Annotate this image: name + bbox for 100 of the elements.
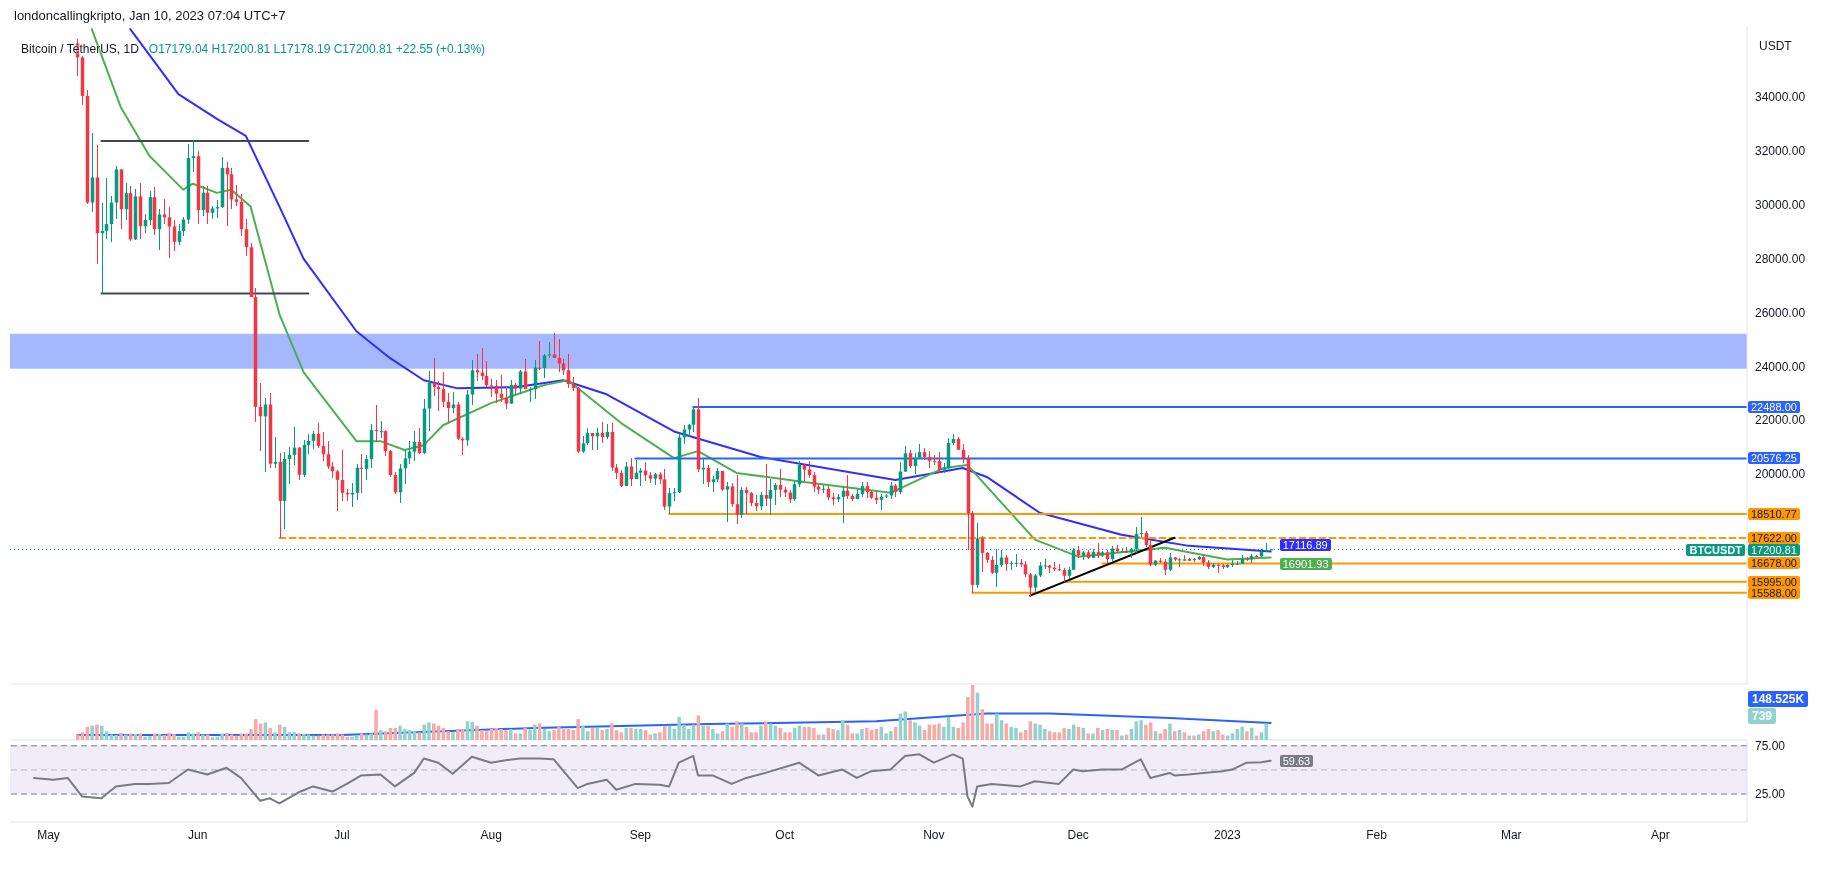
y-tick-label: 22000.00 [1755, 413, 1806, 428]
y-tick-label: 25.00 [1755, 787, 1786, 802]
bar [509, 729, 513, 740]
bar [1062, 727, 1066, 740]
bar [1086, 733, 1090, 740]
candlestick [167, 206, 172, 259]
x-tick-label: Aug [480, 827, 502, 842]
y-tick-label: 24000.00 [1755, 359, 1806, 374]
bar [754, 732, 758, 740]
bar [1197, 734, 1201, 740]
bar [653, 733, 657, 740]
candlestick [335, 469, 340, 512]
data-label: 20576.25 [1748, 452, 1800, 465]
bar [359, 733, 364, 740]
bar [456, 729, 460, 740]
text: londoncallingkripto, Jan 10, 2023 07:04 UTC+7 [14, 8, 286, 23]
x-tick-label: May [37, 827, 60, 842]
bar [1187, 735, 1191, 740]
bar [379, 730, 383, 740]
bar [831, 729, 835, 740]
text: O17179.04 H17200.81 L17178.19 C17200.81 +22.55 (+0.13%) [148, 42, 486, 56]
bar [138, 733, 143, 740]
candlestick [1028, 572, 1033, 597]
bar [278, 724, 282, 740]
candlestick [162, 198, 167, 225]
annotation: BTCUSDT [1686, 543, 1745, 556]
x-tick-label: 2023 [1213, 827, 1242, 842]
bar [513, 733, 518, 740]
candlestick [234, 184, 239, 207]
y-axis-title: USDT [1759, 39, 1792, 53]
bar [1240, 726, 1244, 740]
bar [1230, 733, 1235, 740]
bar [119, 732, 123, 740]
bar [764, 721, 768, 740]
bar [1120, 735, 1124, 740]
y-tick-label: 30000.00 [1755, 197, 1806, 212]
x-tick-label: Feb [1366, 827, 1388, 842]
bar [624, 727, 628, 740]
bar [196, 732, 200, 740]
y-tick-label: 32000.00 [1755, 144, 1806, 159]
bar [374, 709, 378, 740]
candlestick [504, 386, 509, 410]
bar [451, 732, 455, 740]
bar [1110, 730, 1114, 740]
data-label: 15995.00 [1748, 575, 1800, 588]
text: 148.525K [1748, 691, 1809, 707]
data-label: 16901.93 [1279, 558, 1332, 571]
bar [345, 736, 349, 740]
bar [292, 732, 296, 740]
bar [706, 725, 710, 740]
data-label: 59.63 [1279, 754, 1314, 767]
bar [369, 733, 373, 740]
bar [629, 727, 633, 740]
bar [581, 725, 585, 740]
x-tick-label: Oct [775, 827, 795, 842]
bar [1139, 720, 1143, 740]
bar [913, 722, 917, 740]
bar [711, 729, 715, 740]
bar [297, 733, 301, 740]
bar [268, 727, 272, 740]
bar [610, 723, 614, 740]
x-tick-label: Mar [1500, 827, 1522, 842]
bar [210, 737, 215, 740]
bar [152, 733, 157, 740]
bar [759, 725, 763, 740]
bar [715, 733, 720, 740]
bar [124, 734, 128, 740]
ref-line-label: 17200.81 [1748, 543, 1800, 556]
text: 739 [1748, 708, 1777, 724]
bar [600, 730, 604, 740]
bar [576, 719, 580, 740]
bar [302, 733, 306, 740]
data-label: 16678.00 [1748, 557, 1800, 570]
bar [177, 736, 181, 740]
x-tick-label: Nov [923, 827, 945, 842]
data-label: 17116.89 [1279, 538, 1331, 551]
data-label: 18510.77 [1748, 508, 1800, 521]
candlestick [518, 369, 523, 395]
bar [701, 725, 705, 740]
bar [908, 720, 912, 740]
y-tick-label: 20000.00 [1755, 467, 1806, 482]
bar [225, 732, 229, 740]
bar [1091, 733, 1095, 740]
bar [201, 734, 205, 740]
bar [523, 727, 527, 740]
bar [1173, 731, 1177, 740]
bar [1115, 730, 1119, 740]
candlestick [778, 468, 783, 498]
y-tick-label: 34000.00 [1755, 90, 1806, 105]
bar [547, 731, 551, 740]
x-tick-label: Apr [1651, 827, 1670, 842]
bar [518, 733, 523, 740]
bar [1144, 724, 1148, 740]
bar [100, 725, 104, 740]
bar [273, 732, 277, 740]
data-label: 22488.00 [1748, 400, 1800, 413]
bar [865, 727, 869, 740]
y-tick-label: 75.00 [1755, 739, 1786, 754]
y-tick-label: 26000.00 [1755, 305, 1806, 320]
bar [1192, 735, 1196, 740]
